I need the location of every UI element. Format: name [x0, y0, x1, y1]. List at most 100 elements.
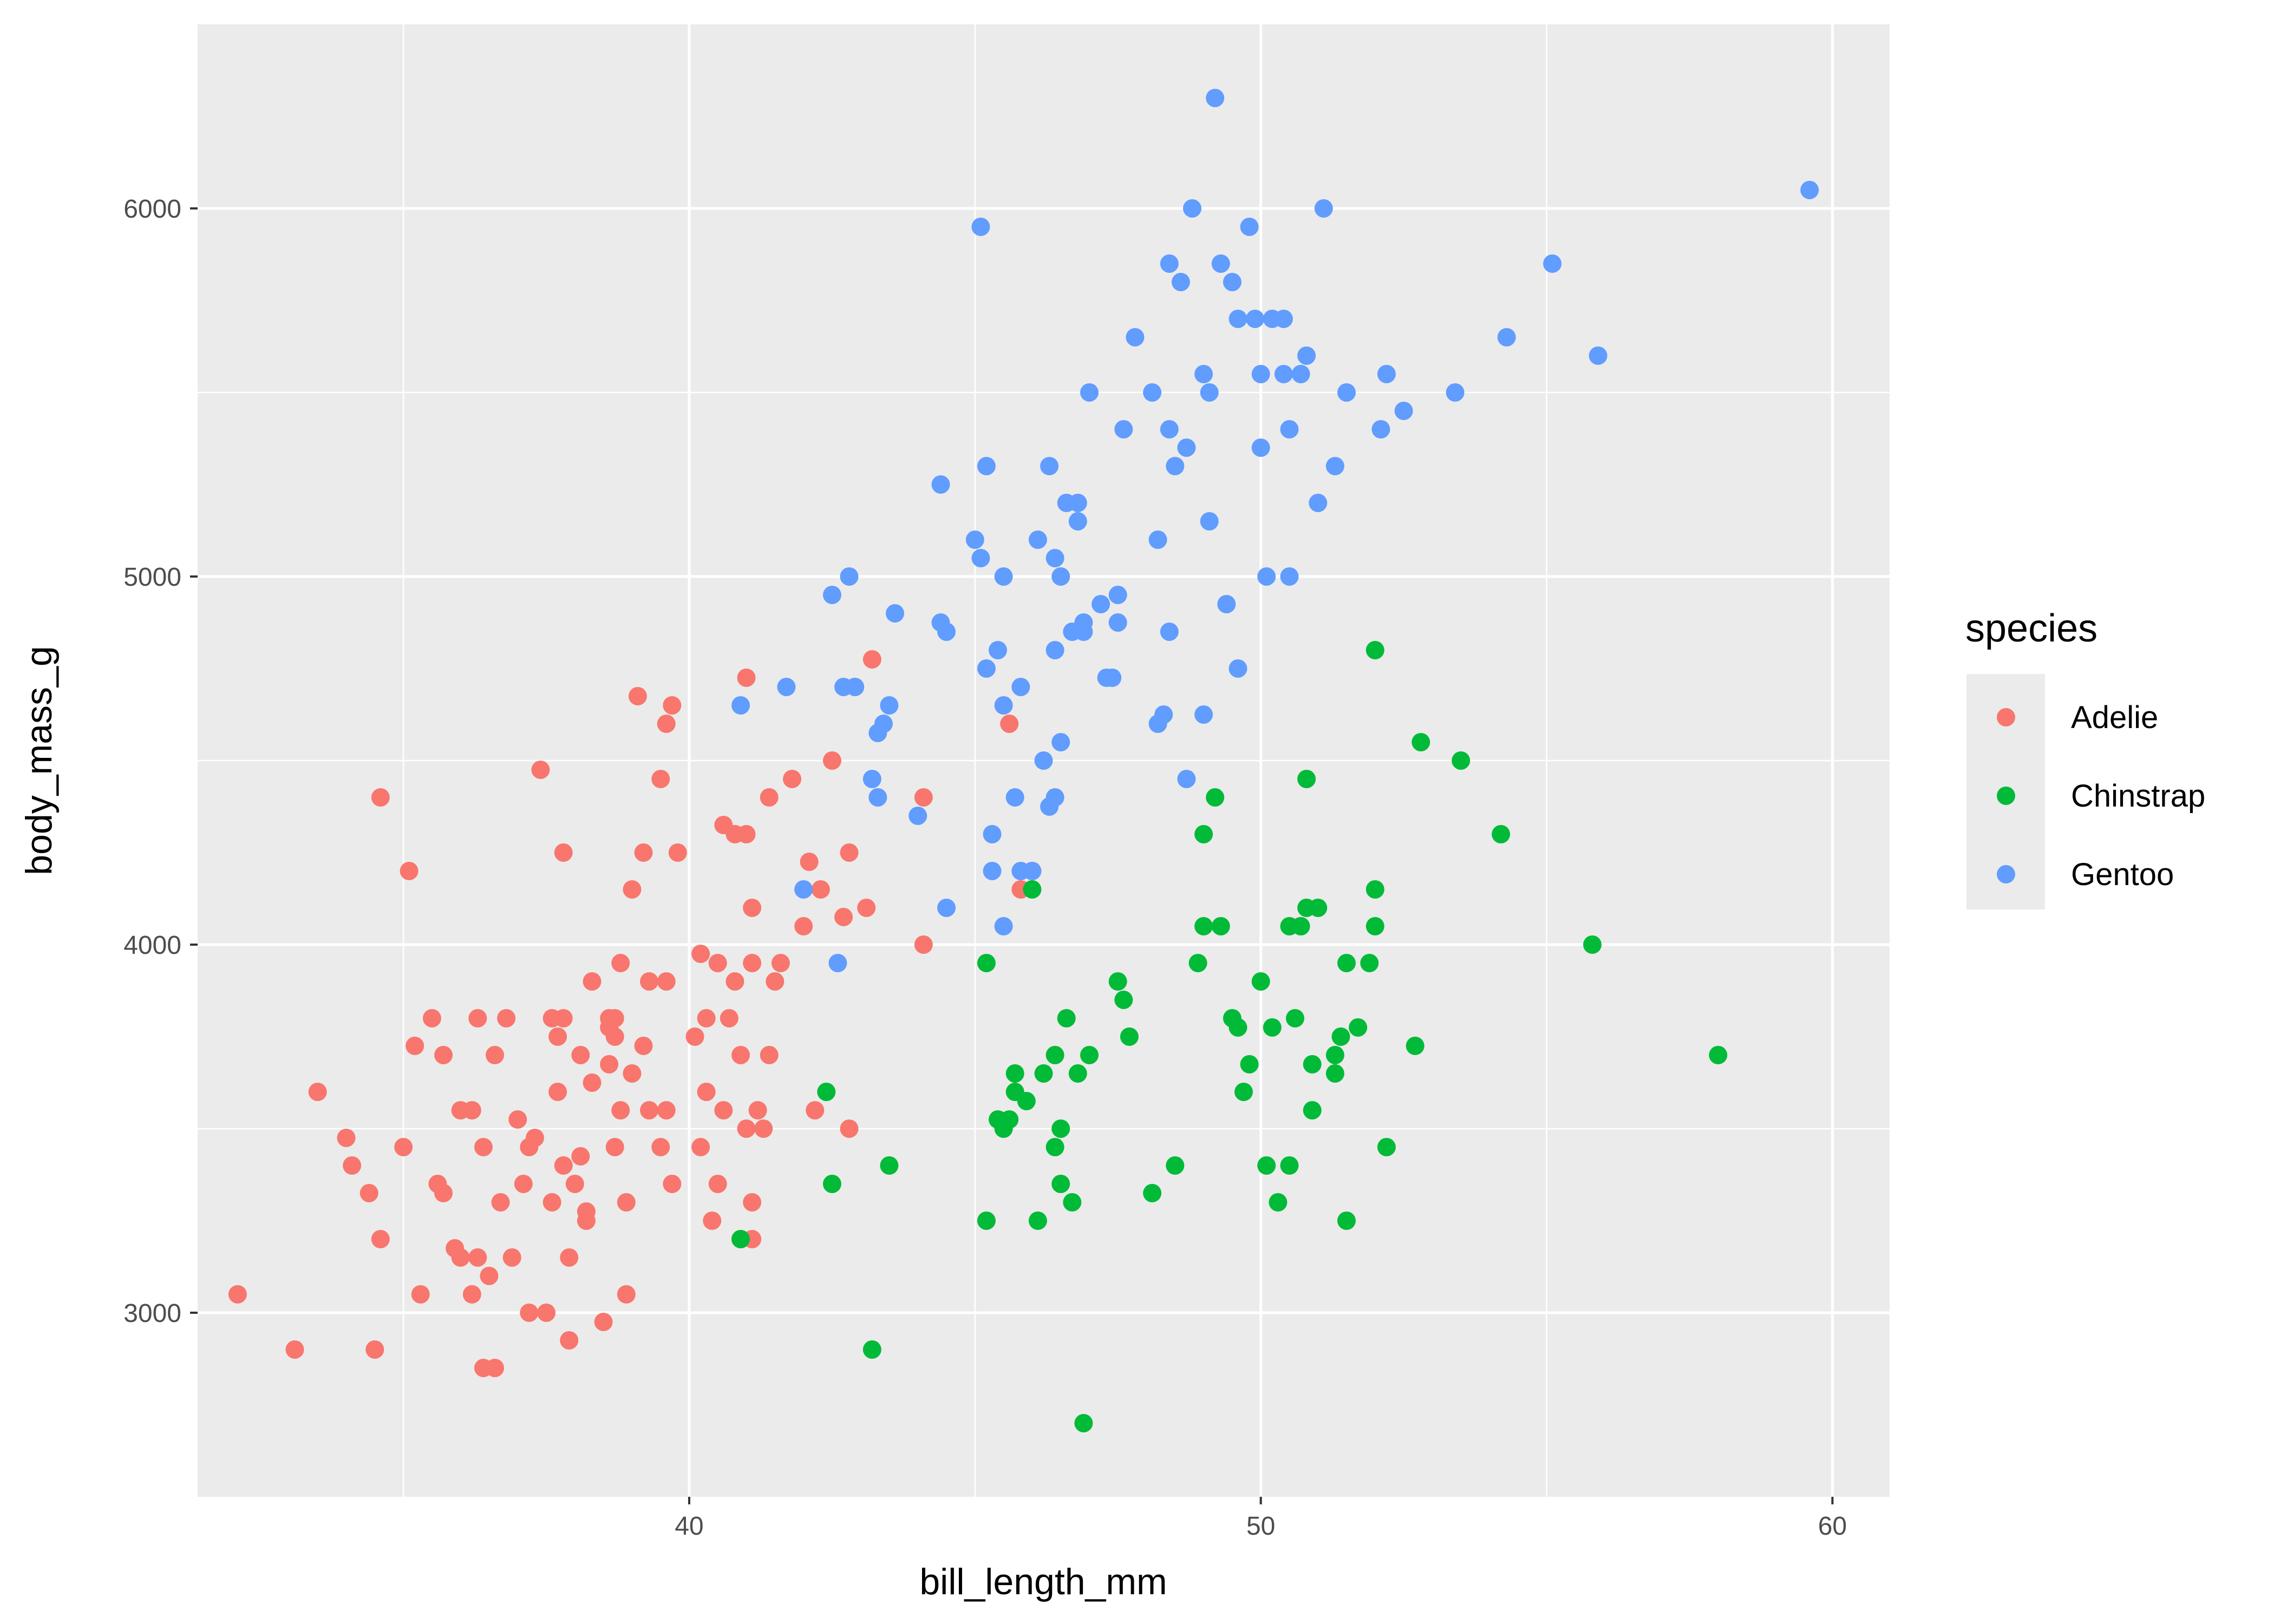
data-point-chinstrap: [1360, 954, 1379, 972]
data-point-adelie: [617, 1193, 636, 1212]
data-point-adelie: [663, 696, 682, 715]
data-point-adelie: [520, 1304, 539, 1322]
data-point-gentoo: [1257, 567, 1276, 586]
data-point-adelie: [743, 899, 762, 917]
data-point-adelie: [537, 1304, 556, 1322]
major-gridlines: [198, 24, 1890, 1497]
data-point-adelie: [1000, 715, 1019, 733]
data-point-chinstrap: [1005, 1064, 1024, 1083]
data-point-adelie: [685, 1027, 704, 1046]
data-point-adelie: [822, 751, 841, 770]
data-point-adelie: [623, 1064, 642, 1083]
data-point-gentoo: [1246, 310, 1265, 328]
data-point-chinstrap: [1063, 1193, 1082, 1212]
data-point-adelie: [640, 972, 658, 991]
data-point-gentoo: [1211, 254, 1230, 273]
data-point-adelie: [508, 1110, 527, 1129]
y-axis-title: body_mass_g: [18, 646, 60, 875]
data-point-gentoo: [983, 862, 1002, 880]
data-point-gentoo: [1126, 328, 1145, 346]
data-point-adelie: [628, 687, 647, 705]
data-point-gentoo: [1337, 383, 1356, 402]
data-point-adelie: [468, 1248, 487, 1267]
data-point-adelie: [497, 1009, 516, 1027]
data-point-gentoo: [1045, 641, 1064, 659]
data-point-adelie: [371, 1230, 390, 1248]
data-point-adelie: [743, 954, 762, 972]
data-point-gentoo: [937, 899, 956, 917]
data-point-adelie: [308, 1083, 327, 1101]
data-point-gentoo: [1280, 420, 1299, 438]
data-point-adelie: [451, 1248, 470, 1267]
data-point-gentoo: [931, 613, 950, 632]
data-point-gentoo: [1446, 383, 1465, 402]
data-point-gentoo: [1143, 383, 1162, 402]
data-point-adelie: [406, 1037, 424, 1055]
data-point-gentoo: [983, 825, 1002, 843]
legend-label-adelie: Adelie: [2071, 700, 2158, 735]
data-point-adelie: [371, 788, 390, 807]
data-point-chinstrap: [1000, 1110, 1019, 1129]
x-tick-label: 50: [1246, 1512, 1275, 1541]
legend-key-chinstrap: [1997, 787, 2015, 805]
data-point-chinstrap: [1108, 972, 1127, 991]
legend-label-chinstrap: Chinstrap: [2071, 778, 2205, 814]
data-point-chinstrap: [1291, 917, 1310, 935]
data-point-gentoo: [868, 788, 887, 807]
legend-key-gentoo: [1997, 865, 2015, 883]
data-points: [228, 89, 1819, 1432]
data-point-chinstrap: [1045, 1138, 1064, 1156]
data-point-adelie: [731, 1046, 750, 1064]
data-point-gentoo: [1251, 365, 1270, 383]
data-point-adelie: [400, 862, 419, 880]
data-point-gentoo: [1280, 567, 1299, 586]
data-point-adelie: [474, 1138, 493, 1156]
data-point-adelie: [554, 1156, 573, 1175]
data-point-adelie: [840, 1119, 859, 1138]
data-point-adelie: [914, 935, 933, 954]
data-point-chinstrap: [1194, 917, 1213, 935]
data-point-gentoo: [1194, 705, 1213, 724]
data-point-chinstrap: [1028, 1212, 1047, 1230]
data-point-adelie: [605, 1027, 624, 1046]
data-point-adelie: [285, 1340, 304, 1359]
data-point-gentoo: [994, 917, 1013, 935]
data-point-adelie: [760, 788, 779, 807]
data-point-gentoo: [1177, 438, 1196, 457]
data-point-chinstrap: [1412, 733, 1430, 751]
data-point-adelie: [771, 954, 790, 972]
data-point-adelie: [668, 843, 687, 862]
data-point-adelie: [657, 715, 676, 733]
data-point-chinstrap: [1074, 1414, 1093, 1432]
x-tick-label: 40: [675, 1512, 703, 1541]
data-point-chinstrap: [1023, 880, 1042, 899]
data-point-adelie: [394, 1138, 413, 1156]
data-point-adelie: [634, 843, 653, 862]
data-point-adelie: [760, 1046, 779, 1064]
legend: species Adelie Chinstrap Gentoo: [1965, 607, 2205, 909]
data-point-adelie: [571, 1046, 590, 1064]
data-point-gentoo: [1274, 365, 1293, 383]
data-point-gentoo: [1223, 273, 1241, 291]
data-point-gentoo: [1148, 531, 1167, 549]
data-point-adelie: [462, 1285, 481, 1304]
data-point-adelie: [640, 1101, 658, 1119]
data-point-gentoo: [1108, 613, 1127, 632]
data-point-adelie: [554, 843, 573, 862]
data-point-chinstrap: [1303, 1101, 1322, 1119]
data-point-gentoo: [1325, 457, 1344, 475]
data-point-adelie: [600, 1055, 619, 1073]
data-point-adelie: [617, 1285, 636, 1304]
data-point-chinstrap: [822, 1175, 841, 1193]
data-point-adelie: [634, 1037, 653, 1055]
data-point-adelie: [525, 1129, 544, 1147]
data-point-gentoo: [1229, 659, 1247, 678]
data-point-chinstrap: [1337, 1212, 1356, 1230]
data-point-chinstrap: [1240, 1055, 1259, 1073]
data-point-chinstrap: [1229, 1018, 1247, 1037]
data-point-gentoo: [1200, 512, 1219, 531]
data-point-adelie: [594, 1313, 613, 1331]
data-point-chinstrap: [1377, 1138, 1396, 1156]
data-point-adelie: [748, 1101, 767, 1119]
data-point-gentoo: [1034, 751, 1053, 770]
